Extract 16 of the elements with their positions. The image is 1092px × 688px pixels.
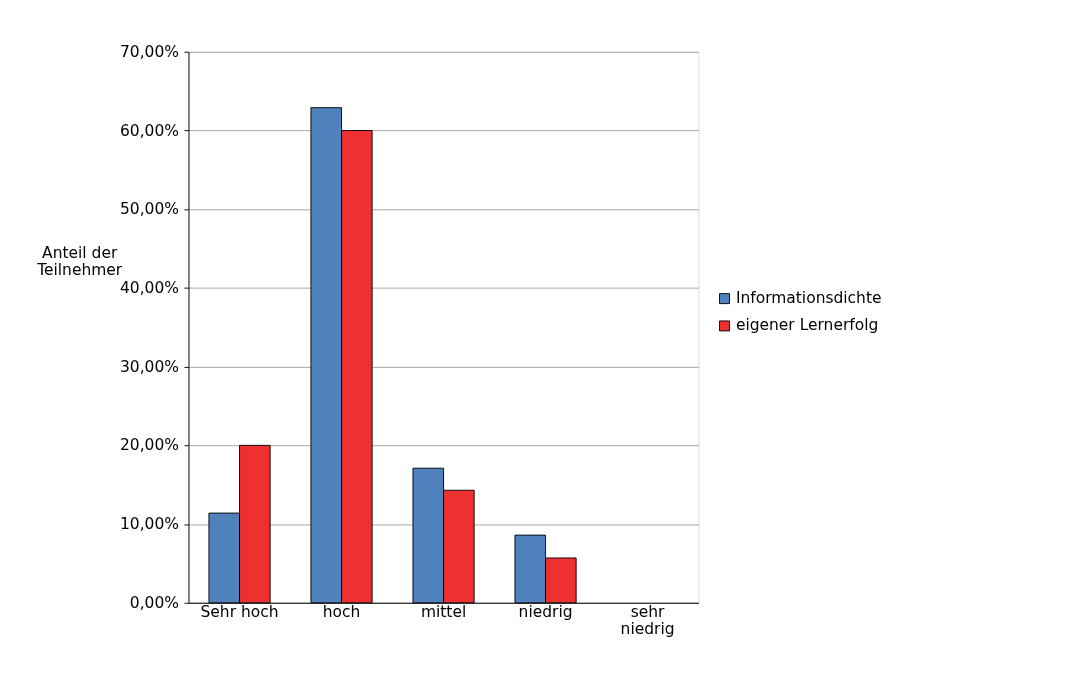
x-tick-label: Sehr hoch [200,602,279,621]
y-axis-title: Anteil der Teilnehmer [36,244,123,280]
y-tick-label: 40,00% [119,278,179,297]
y-tick-label: 70,00% [119,42,179,61]
y-tick-label: 0,00% [129,593,179,612]
y-tick-label: 10,00% [119,515,179,534]
y-tick-label: 50,00% [119,200,179,219]
x-tick-label: niedrig [518,602,573,621]
x-tick-label: sehr niedrig [620,602,675,639]
y-tick-label: 60,00% [119,121,179,140]
legend-label: eigener Lernerfolg [735,316,879,335]
x-tick-label: mittel [420,602,467,621]
x-tick-label: hoch [322,602,361,621]
y-tick-label: 20,00% [119,436,179,455]
legend-label: Informationsdichte [735,289,882,308]
y-tick-label: 30,00% [119,357,179,376]
